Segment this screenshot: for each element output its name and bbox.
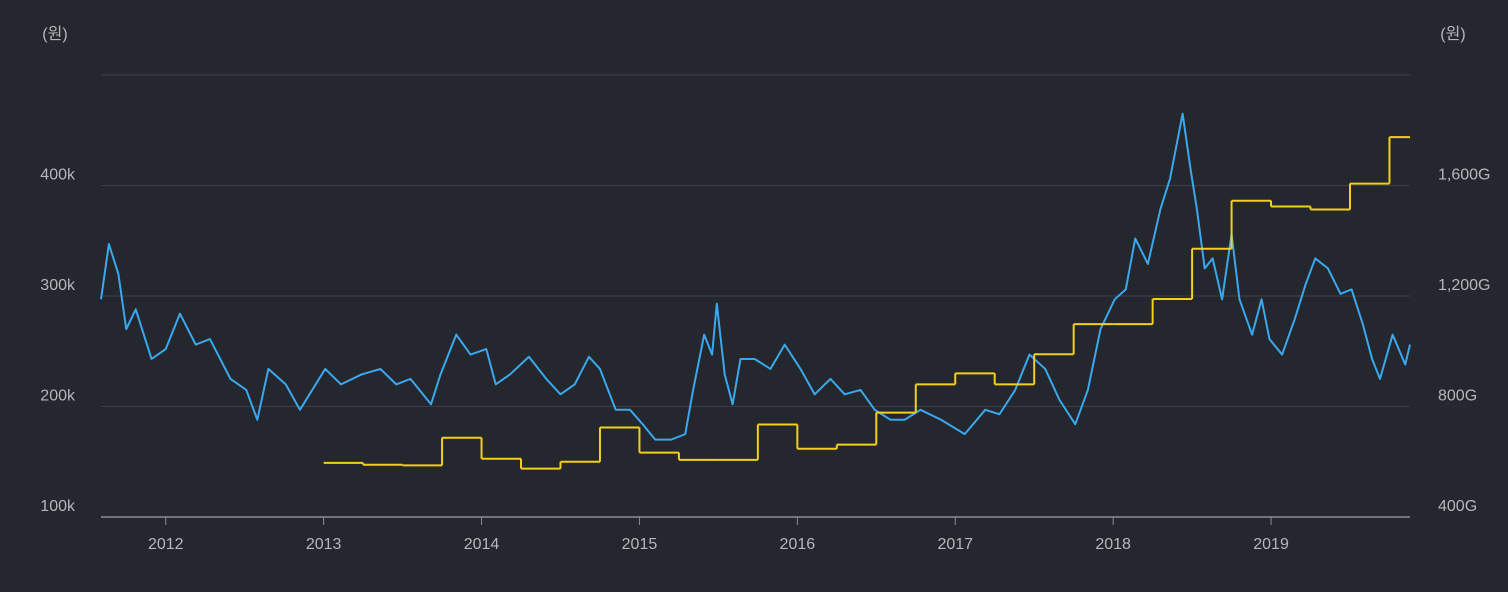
x-tick-label: 2013 [306, 536, 342, 553]
y-tick-label: 100k [40, 498, 76, 515]
x-tick-label: 2016 [780, 536, 816, 553]
y-tick-label: 200k [40, 388, 76, 405]
y2-tick-label: 800G [1438, 388, 1477, 405]
x-tick-label: 2019 [1253, 536, 1289, 553]
y-tick-label: 300k [40, 277, 76, 294]
x-tick-label: 2012 [148, 536, 184, 553]
price-line [100, 112, 1411, 441]
y-tick-label: 400k [40, 167, 76, 184]
y2-tick-label: 1,600G [1438, 167, 1490, 184]
x-tick-label: 2018 [1095, 536, 1131, 553]
x-tick-label: 2015 [622, 536, 658, 553]
y2-tick-label: 1,200G [1438, 277, 1490, 294]
y-axis-label: (원) [42, 25, 67, 43]
y2-tick-label: 400G [1438, 498, 1477, 515]
x-tick-label: 2017 [937, 536, 973, 553]
x-tick-label: 2014 [464, 536, 500, 553]
y2-axis-label: (원) [1440, 25, 1465, 43]
